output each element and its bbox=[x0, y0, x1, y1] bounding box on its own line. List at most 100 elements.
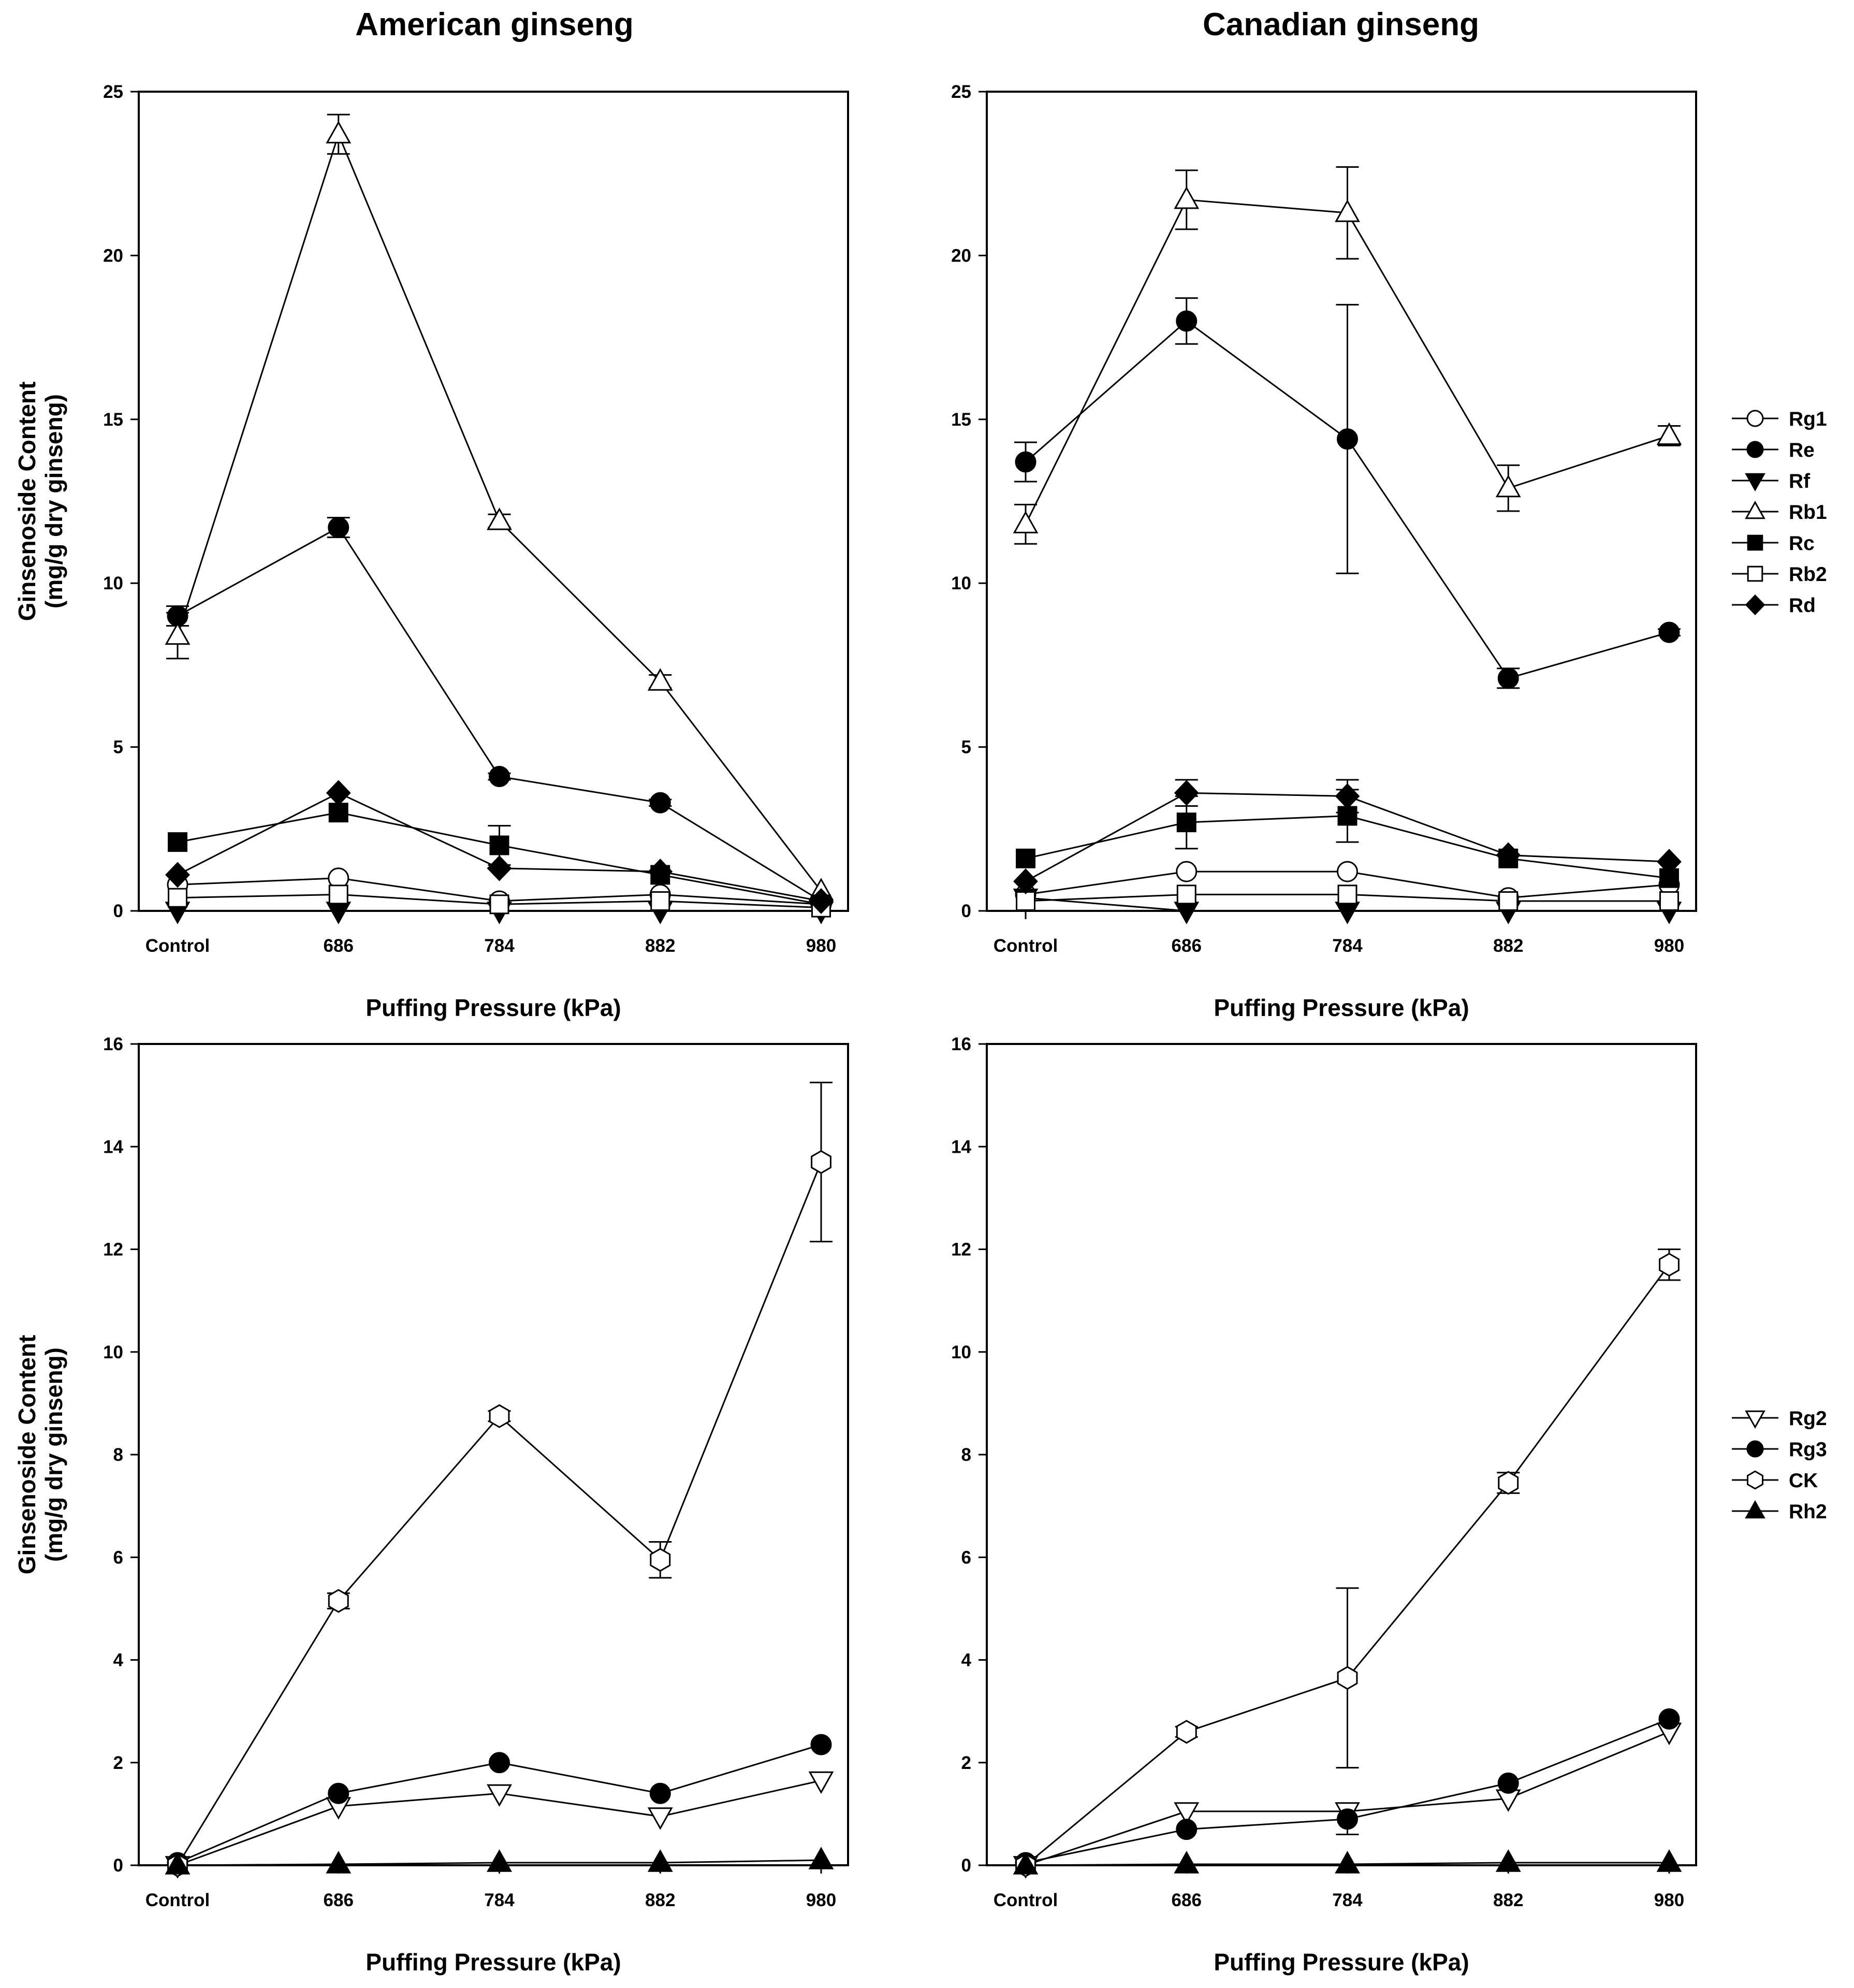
y-tick-label: 16 bbox=[103, 1034, 123, 1054]
series-markers bbox=[1013, 186, 1682, 924]
legend-marker bbox=[1745, 500, 1765, 519]
data-point-Rh2 bbox=[1174, 1851, 1200, 1874]
data-point-Rb1 bbox=[1495, 474, 1521, 498]
data-point-Rb1 bbox=[326, 121, 352, 143]
x-axis-title: Puffing Pressure (kPa) bbox=[1214, 1949, 1469, 1976]
data-point-Rg2 bbox=[647, 1807, 673, 1830]
legend-item-Rg2: Rg2 bbox=[1732, 1407, 1827, 1430]
y-tick-label: 6 bbox=[113, 1547, 123, 1568]
column-title-canadian: Canadian ginseng bbox=[1203, 7, 1479, 42]
y-axis: 0 2 4 6 8 10 12 14 16 bbox=[103, 1034, 139, 1876]
chart-canadian-top: 0 5 10 15 20 25 Control 686 784 882 980 Puffing Pre… bbox=[951, 82, 1697, 1021]
data-point-Rd bbox=[1013, 868, 1038, 894]
data-point-CK bbox=[328, 1589, 349, 1613]
data-point-Rb2 bbox=[1176, 884, 1196, 905]
x-tick-label: 980 bbox=[806, 1890, 836, 1910]
x-tick-label: 686 bbox=[324, 1890, 354, 1910]
legend-item-Re: Re bbox=[1732, 439, 1815, 461]
legend-label: Rf bbox=[1789, 470, 1811, 492]
y-tick-label: 10 bbox=[103, 573, 123, 593]
data-point-Rh2 bbox=[1495, 1849, 1521, 1872]
y-tick-label: 25 bbox=[951, 82, 971, 102]
y-tick-label: 0 bbox=[113, 1855, 123, 1876]
data-point-Rb1 bbox=[1656, 422, 1682, 445]
y-tick-label: 25 bbox=[103, 82, 123, 102]
series-markers bbox=[165, 1150, 834, 1879]
legend-marker bbox=[1745, 473, 1765, 492]
x-tick-label: 784 bbox=[484, 1890, 515, 1910]
data-point-Rb2 bbox=[328, 884, 348, 905]
data-point-Rb1 bbox=[1335, 199, 1360, 222]
y-axis-title-line: (mg/g dry ginseng) bbox=[40, 1347, 67, 1562]
legend-item-Rh2: Rh2 bbox=[1732, 1500, 1827, 1523]
legend-marker bbox=[1745, 1500, 1765, 1519]
legend-marker bbox=[1746, 1440, 1764, 1458]
y-tick-label: 0 bbox=[961, 1855, 971, 1876]
series-markers bbox=[1013, 1253, 1682, 1879]
data-point-CK bbox=[1659, 1253, 1680, 1277]
y-tick-label: 2 bbox=[113, 1753, 123, 1773]
data-point-Rd bbox=[1174, 780, 1199, 806]
y-tick-label: 5 bbox=[113, 737, 123, 758]
data-point-Rc bbox=[1016, 848, 1035, 868]
data-point-Rg3 bbox=[649, 1782, 671, 1804]
y-tick-label: 6 bbox=[961, 1547, 971, 1568]
data-point-Re bbox=[1176, 310, 1198, 332]
data-point-Re bbox=[1497, 667, 1519, 689]
data-point-Rb2 bbox=[650, 891, 670, 911]
data-point-Rb1 bbox=[165, 622, 191, 645]
legend-marker bbox=[1747, 565, 1763, 582]
x-tick-label: Control bbox=[994, 936, 1058, 956]
data-point-Rb2 bbox=[489, 894, 509, 915]
data-point-Re bbox=[649, 792, 671, 814]
data-point-Rd bbox=[1496, 842, 1521, 868]
x-tick-label: 980 bbox=[806, 936, 836, 956]
chart-american-top: 0 5 10 15 20 25 Control 686 784 882 980 Puffing Pre… bbox=[13, 82, 849, 1021]
x-axis-title: Puffing Pressure (kPa) bbox=[1214, 994, 1469, 1021]
data-point-Rg2 bbox=[1174, 1802, 1200, 1825]
data-point-Rc bbox=[489, 835, 509, 855]
y-tick-label: 12 bbox=[951, 1240, 971, 1260]
legend-marker bbox=[1746, 410, 1764, 427]
data-point-Rd bbox=[487, 855, 512, 881]
legend-top: Rg1 Re Rf Rb1 Rc Rb2 Rd bbox=[1732, 408, 1827, 617]
y-tick-label: 8 bbox=[113, 1445, 123, 1465]
chart-canadian-bottom: 0 2 4 6 8 10 12 14 16 Control 686 784 882 980 Puffing … bbox=[951, 1034, 1697, 1976]
y-tick-label: 15 bbox=[951, 410, 971, 430]
data-point-Rb1 bbox=[1174, 186, 1200, 209]
x-tick-label: 882 bbox=[1493, 1890, 1523, 1910]
data-point-Re bbox=[1658, 621, 1680, 643]
data-point-Rg1 bbox=[1176, 861, 1198, 882]
y-tick-label: 8 bbox=[961, 1445, 971, 1465]
legend-marker bbox=[1747, 534, 1763, 551]
data-point-Rh2 bbox=[1013, 1852, 1039, 1875]
data-point-Re bbox=[328, 517, 349, 539]
data-point-Rb2 bbox=[1337, 884, 1357, 905]
legend-marker bbox=[1747, 1470, 1763, 1490]
data-point-Rh2 bbox=[1335, 1851, 1360, 1874]
x-axis-title: Puffing Pressure (kPa) bbox=[366, 994, 621, 1021]
data-point-Rg3 bbox=[489, 1752, 510, 1774]
legend-marker bbox=[1746, 441, 1764, 458]
y-tick-label: 10 bbox=[951, 573, 971, 593]
x-axis-title: Puffing Pressure (kPa) bbox=[366, 1949, 621, 1976]
y-axis-title: Ginsenoside Content (mg/g dry ginseng) bbox=[13, 382, 67, 621]
x-tick-label: 882 bbox=[645, 936, 675, 956]
data-point-Rc bbox=[328, 803, 348, 823]
y-tick-label: 5 bbox=[961, 737, 971, 758]
data-point-Rb1 bbox=[647, 668, 673, 691]
data-point-Rb1 bbox=[487, 507, 512, 530]
data-point-Rc bbox=[1337, 806, 1357, 826]
data-point-CK bbox=[489, 1404, 510, 1428]
y-tick-label: 0 bbox=[961, 901, 971, 921]
legend-item-Rc: Rc bbox=[1732, 532, 1815, 555]
y-tick-label: 10 bbox=[103, 1342, 123, 1362]
data-point-Rh2 bbox=[487, 1849, 512, 1872]
legend-marker bbox=[1745, 594, 1765, 616]
x-tick-label: 686 bbox=[1172, 936, 1202, 956]
x-tick-label: 784 bbox=[1332, 1890, 1363, 1910]
data-point-Re bbox=[1337, 428, 1358, 450]
y-tick-label: 14 bbox=[951, 1137, 971, 1157]
data-point-Rh2 bbox=[326, 1851, 352, 1874]
